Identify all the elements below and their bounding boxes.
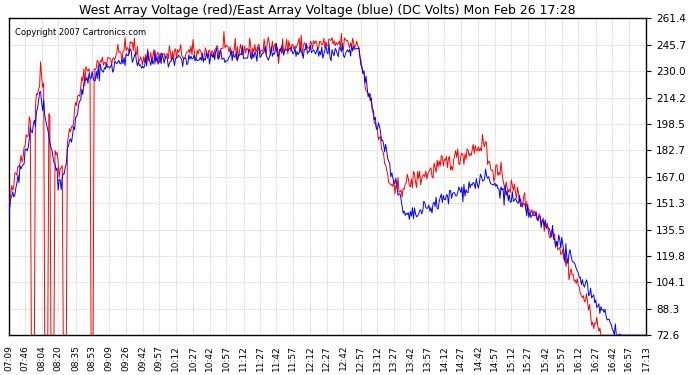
Title: West Array Voltage (red)/East Array Voltage (blue) (DC Volts) Mon Feb 26 17:28: West Array Voltage (red)/East Array Volt… <box>79 4 575 17</box>
Text: Copyright 2007 Cartronics.com: Copyright 2007 Cartronics.com <box>15 28 146 37</box>
